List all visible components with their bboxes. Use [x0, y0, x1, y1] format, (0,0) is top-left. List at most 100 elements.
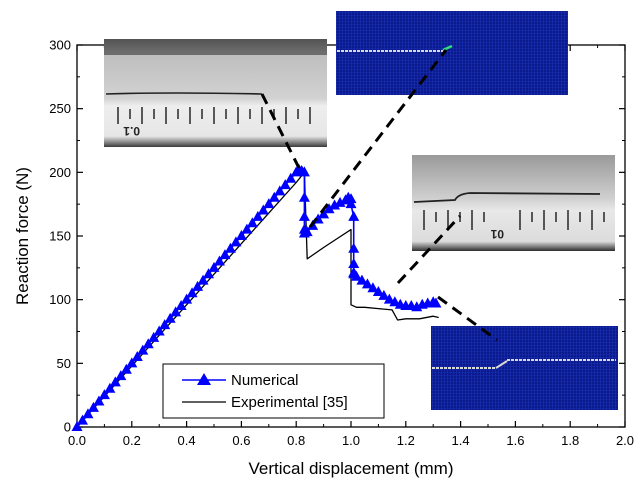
data-point-numerical [323, 203, 335, 214]
triangle-marker-icon [197, 373, 211, 385]
data-point-numerical [361, 278, 373, 289]
inset-photo-crack-initial: 0.1 [104, 39, 327, 147]
data-point-numerical [263, 198, 275, 209]
x-tick-label: 0.6 [232, 433, 250, 448]
data-point-numerical [298, 191, 310, 202]
x-tick-label: 1.6 [506, 433, 524, 448]
data-point-numerical [274, 185, 286, 196]
legend-entry-experimental: Experimental [35] [182, 394, 348, 411]
x-tick-label: 0.8 [287, 433, 305, 448]
data-point-numerical [76, 414, 88, 425]
legend-label-experimental: Experimental [35] [231, 394, 348, 411]
data-point-numerical [268, 191, 280, 202]
inset-mesh-crack-kink [431, 326, 618, 410]
data-point-numerical [348, 258, 360, 269]
y-axis-ticks: 0 50 100 150 200 250 300 [49, 38, 625, 435]
data-point-numerical [224, 242, 236, 253]
data-point-numerical [301, 226, 313, 237]
data-point-numerical [430, 297, 442, 308]
x-tick-label: 0.4 [178, 433, 196, 448]
data-point-numerical [186, 287, 198, 298]
data-point-numerical [159, 319, 171, 330]
y-tick-label: 150 [49, 229, 71, 244]
inset-photo-crack-kink: 01 [412, 155, 615, 251]
data-point-numerical [219, 249, 231, 260]
data-point-numerical [356, 274, 368, 285]
y-tick-label: 50 [57, 356, 71, 371]
x-tick-label: 2.0 [616, 433, 634, 448]
data-point-numerical [170, 306, 182, 317]
y-tick-label: 300 [49, 38, 71, 53]
data-point-numerical [378, 289, 390, 300]
leader-line [260, 93, 301, 169]
data-point-numerical [298, 210, 310, 221]
data-point-numerical [131, 350, 143, 361]
data-point-numerical [279, 179, 291, 190]
data-point-numerical [348, 242, 360, 253]
data-point-numerical [246, 217, 258, 228]
data-point-numerical [285, 172, 297, 183]
series-layer [71, 163, 442, 431]
y-tick-label: 200 [49, 165, 71, 180]
x-tick-label: 0.0 [68, 433, 86, 448]
data-point-numerical [98, 389, 110, 400]
data-point-numerical [213, 255, 225, 266]
data-point-numerical [372, 286, 384, 297]
data-point-numerical [126, 357, 138, 368]
series-line-experimental [76, 171, 439, 428]
data-point-numerical [181, 293, 193, 304]
data-point-numerical [109, 376, 121, 387]
data-point-numerical [142, 338, 154, 349]
x-tick-label: 1.4 [452, 433, 470, 448]
ruler-label: 01 [490, 227, 504, 241]
y-axis-title: Reaction force (N) [13, 167, 32, 305]
legend-label-numerical: Numerical [231, 372, 299, 389]
data-point-numerical [230, 236, 242, 247]
ruler-label: 0.1 [123, 124, 140, 138]
x-tick-label: 1.2 [397, 433, 415, 448]
data-point-numerical [148, 331, 160, 342]
y-tick-label: 250 [49, 101, 71, 116]
data-point-numerical [208, 261, 220, 272]
data-point-numerical [252, 210, 264, 221]
x-tick-label: 1.0 [342, 433, 360, 448]
x-axis-title: Vertical displacement (mm) [248, 459, 453, 478]
x-tick-label: 1.8 [561, 433, 579, 448]
data-point-numerical [120, 363, 132, 374]
data-point-numerical [241, 223, 253, 234]
data-point-numerical [71, 421, 83, 431]
data-point-numerical [87, 401, 99, 412]
data-point-numerical [367, 282, 379, 293]
y-tick-label: 100 [49, 292, 71, 307]
data-point-numerical [197, 274, 209, 285]
data-point-numerical [257, 204, 269, 215]
data-point-numerical [389, 296, 401, 307]
data-point-numerical [235, 230, 247, 240]
data-point-numerical [345, 193, 357, 204]
data-point-numerical [329, 199, 341, 210]
data-point-numerical [82, 408, 94, 419]
leader-lines [260, 49, 498, 342]
data-point-numerical [348, 210, 360, 221]
data-point-numerical [153, 325, 165, 336]
data-point-numerical [334, 196, 346, 207]
legend-box [162, 363, 385, 419]
x-axis-ticks: 0.0 0.2 0.4 0.6 0.8 1.0 1.2 1.4 1.6 1.8 2.0 [68, 45, 634, 448]
data-point-numerical [137, 344, 149, 355]
data-point-numerical [192, 280, 204, 291]
data-point-numerical [115, 370, 127, 381]
data-point-numerical [318, 208, 330, 219]
data-point-numerical [93, 395, 105, 406]
legend: Numerical Experimental [35] [162, 363, 385, 419]
data-point-numerical [175, 300, 187, 311]
legend-entry-numerical: Numerical [182, 372, 299, 389]
data-point-numerical [383, 293, 395, 304]
leader-line [396, 214, 462, 285]
data-point-numerical [350, 270, 362, 281]
data-point-numerical [411, 301, 423, 312]
data-point-numerical [345, 198, 357, 209]
y-tick-label: 0 [64, 420, 71, 435]
leader-line [308, 49, 448, 228]
data-point-numerical [164, 312, 176, 323]
